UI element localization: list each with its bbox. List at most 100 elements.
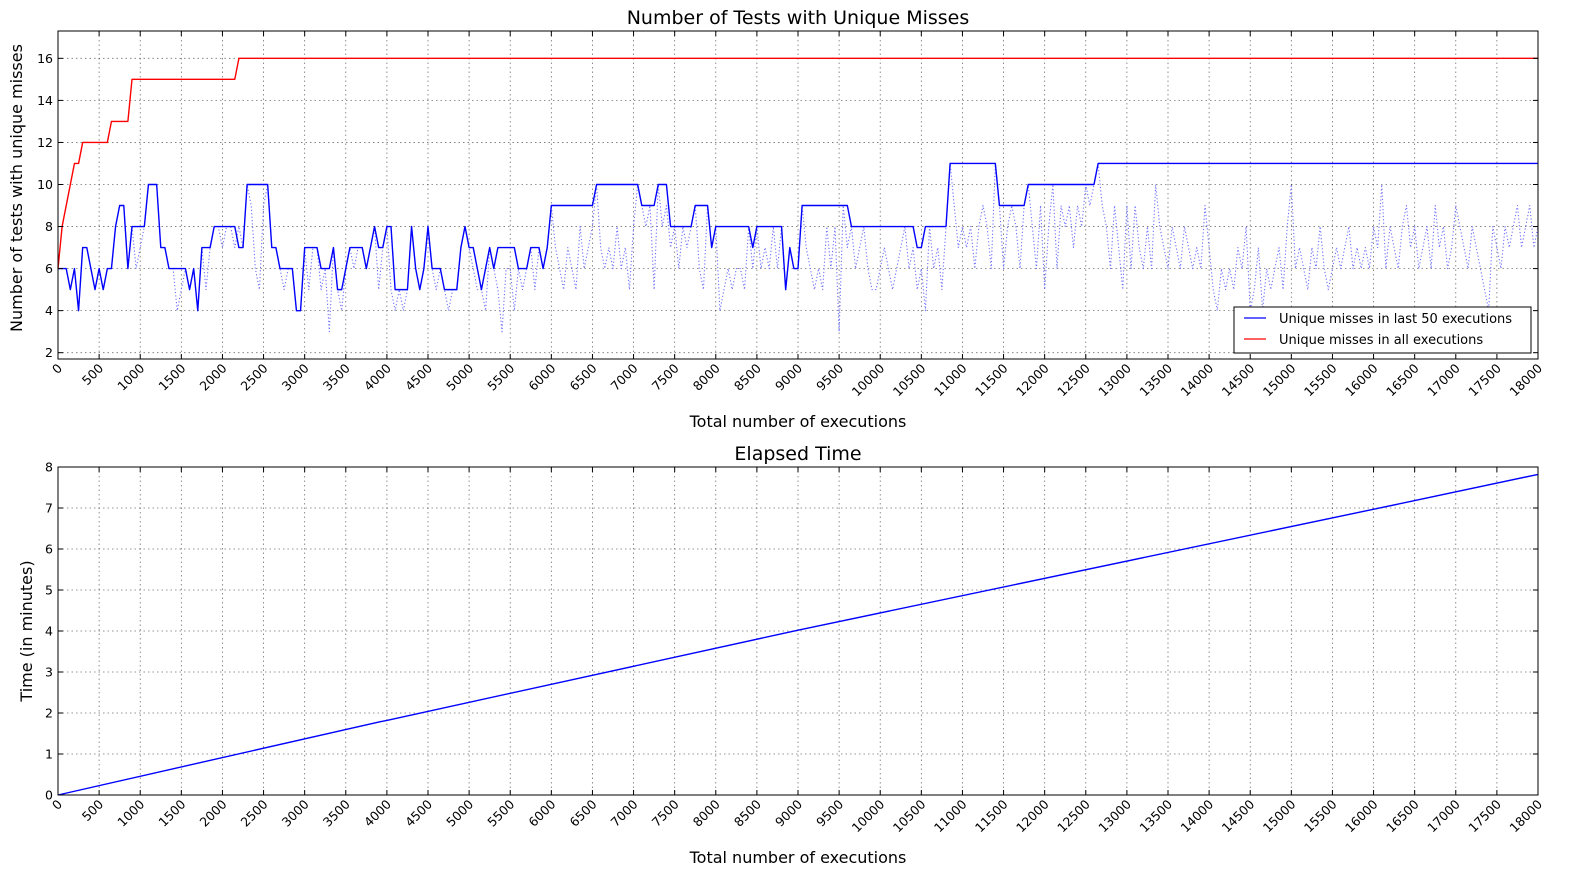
chart2-series-line-0 (57, 473, 1539, 796)
chart2-title: Elapsed Time (734, 443, 861, 465)
chart1-series-line-0 (58, 162, 1538, 312)
x-tick-label: 17500 (1465, 360, 1504, 399)
y-tick-label: 6 (45, 261, 53, 276)
chart2-ylabel: Time (in minutes) (17, 560, 36, 702)
x-tick-label: 4500 (402, 360, 435, 393)
unique-misses-chart: Number of Tests with Unique Misses Total… (7, 7, 1545, 431)
y-tick-label: 0 (45, 788, 53, 803)
x-tick-label: 13000 (1095, 360, 1134, 399)
x-tick-label: 1500 (155, 796, 188, 829)
chart1-ylabel: Number of tests with unique misses (7, 44, 26, 332)
y-tick-label: 1 (45, 747, 53, 762)
y-tick-label: 8 (45, 460, 53, 475)
chart2-grid (58, 467, 1538, 795)
x-tick-label: 3500 (320, 796, 353, 829)
chart2-ticks: 0 500 1000 1500 2000 2500 3000 3500 4000 4500 5000… (45, 460, 1545, 836)
x-tick-label: 11500 (972, 796, 1011, 835)
y-tick-label: 12 (37, 135, 53, 150)
y-tick-label: 8 (45, 219, 53, 234)
y-tick-label: 3 (45, 665, 53, 680)
x-tick-label: 7500 (649, 360, 682, 393)
x-tick-label: 2000 (196, 796, 229, 829)
chart1-xlabel: Total number of executions (689, 412, 907, 431)
x-tick-label: 7000 (608, 360, 641, 393)
x-tick-label: 3000 (279, 796, 312, 829)
x-tick-label: 0 (49, 360, 65, 376)
chart1-title: Number of Tests with Unique Misses (627, 7, 970, 29)
x-tick-label: 3500 (320, 360, 353, 393)
legend-label-last50: Unique misses in last 50 executions (1279, 312, 1512, 327)
x-tick-label: 11500 (972, 360, 1011, 399)
x-tick-label: 12000 (1013, 796, 1052, 835)
x-tick-label: 12000 (1013, 360, 1052, 399)
x-tick-label: 8500 (731, 796, 764, 829)
elapsed-time-chart: Elapsed Time Total number of executions … (17, 443, 1545, 867)
chart1-series-line-1 (57, 57, 1538, 269)
x-tick-label: 2500 (238, 360, 271, 393)
y-tick-label: 10 (37, 177, 53, 192)
chart1-legend: Unique misses in last 50 executions Uniq… (1233, 306, 1532, 354)
x-tick-label: 6500 (566, 796, 599, 829)
x-tick-label: 16000 (1342, 796, 1381, 835)
x-tick-label: 17000 (1424, 796, 1463, 835)
x-tick-label: 15500 (1301, 796, 1340, 835)
x-tick-label: 1000 (114, 796, 147, 829)
legend-label-all: Unique misses in all executions (1279, 333, 1483, 348)
x-tick-label: 10000 (849, 796, 888, 835)
x-tick-label: 8500 (731, 360, 764, 393)
x-tick-label: 14500 (1219, 796, 1258, 835)
x-tick-label: 15000 (1260, 796, 1299, 835)
x-tick-label: 16500 (1383, 360, 1422, 399)
x-tick-label: 8000 (690, 360, 723, 393)
x-tick-label: 4000 (361, 796, 394, 829)
x-tick-label: 5500 (484, 360, 517, 393)
chart1-series-line-2 (58, 162, 1539, 333)
x-tick-label: 11000 (931, 360, 970, 399)
x-tick-label: 10500 (890, 796, 929, 835)
x-tick-label: 6500 (566, 360, 599, 393)
x-tick-label: 1000 (114, 360, 147, 393)
y-tick-label: 4 (45, 303, 53, 318)
x-tick-label: 12500 (1054, 360, 1093, 399)
x-tick-label: 12500 (1054, 796, 1093, 835)
x-tick-label: 1500 (155, 360, 188, 393)
y-tick-label: 16 (37, 51, 53, 66)
x-tick-label: 3000 (279, 360, 312, 393)
y-tick-label: 2 (45, 345, 53, 360)
x-tick-label: 2500 (238, 796, 271, 829)
x-tick-label: 9500 (813, 796, 846, 829)
x-tick-label: 11000 (931, 796, 970, 835)
x-tick-label: 17000 (1424, 360, 1463, 399)
x-tick-label: 18000 (1506, 796, 1545, 835)
chart2-series (57, 473, 1539, 796)
legend-box (1233, 306, 1532, 354)
x-tick-label: 18000 (1506, 360, 1545, 399)
x-tick-label: 4500 (402, 796, 435, 829)
x-tick-label: 13500 (1136, 360, 1175, 399)
x-tick-label: 13000 (1095, 796, 1134, 835)
x-tick-label: 6000 (525, 796, 558, 829)
x-tick-label: 9000 (772, 796, 805, 829)
x-tick-label: 500 (79, 796, 107, 824)
x-tick-label: 10500 (890, 360, 929, 399)
x-tick-label: 7000 (608, 796, 641, 829)
x-tick-label: 16000 (1342, 360, 1381, 399)
x-tick-label: 10000 (849, 360, 888, 399)
x-tick-label: 5000 (443, 796, 476, 829)
x-tick-label: 14500 (1219, 360, 1258, 399)
y-tick-label: 7 (45, 501, 53, 516)
x-tick-label: 4000 (361, 360, 394, 393)
x-tick-label: 2000 (196, 360, 229, 393)
chart1-series (57, 57, 1539, 333)
y-tick-label: 6 (45, 542, 53, 557)
x-tick-label: 5000 (443, 360, 476, 393)
x-tick-label: 17500 (1465, 796, 1504, 835)
x-tick-label: 8000 (690, 796, 723, 829)
x-tick-label: 15000 (1260, 360, 1299, 399)
x-tick-label: 14000 (1178, 796, 1217, 835)
x-tick-label: 500 (79, 360, 107, 388)
x-tick-label: 15500 (1301, 360, 1340, 399)
x-tick-label: 13500 (1136, 796, 1175, 835)
x-tick-label: 6000 (525, 360, 558, 393)
